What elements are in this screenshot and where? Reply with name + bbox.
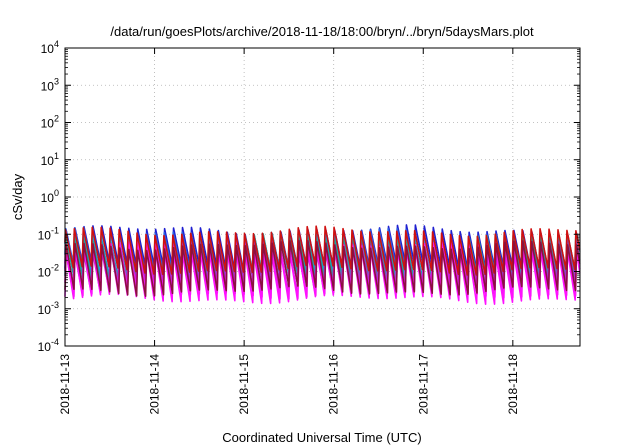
plot-lines [64,224,581,306]
x-tick-label: 2018-11-13 [58,354,72,415]
series-line [64,225,581,276]
x-tick-label: 2018-11-16 [327,354,341,415]
x-tick-label: 2018-11-15 [237,354,251,415]
x-axis-label: Coordinated Universal Time (UTC) [222,430,421,445]
x-tick-label: 2018-11-14 [148,354,162,415]
x-tick-label: 2018-11-18 [506,354,520,415]
axis-ticks: 10-410-310-210-11001011021031042018-11-1… [38,39,580,415]
chart-title: /data/run/goesPlots/archive/2018-11-18/1… [110,24,534,39]
x-tick-label: 2018-11-17 [416,354,430,415]
y-axis-label: cSv/day [10,173,25,220]
series-line [64,239,581,297]
